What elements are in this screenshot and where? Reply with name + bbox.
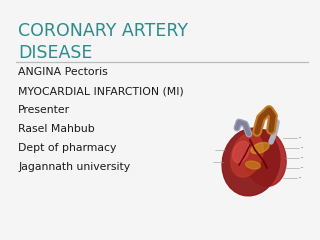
Ellipse shape: [245, 161, 260, 169]
Ellipse shape: [233, 141, 249, 163]
Text: ─: ─: [300, 146, 302, 150]
Text: Dept of pharmacy: Dept of pharmacy: [18, 143, 116, 153]
Text: ─: ─: [298, 176, 300, 180]
Text: ANGINA Pectoris: ANGINA Pectoris: [18, 67, 108, 77]
Text: DISEASE: DISEASE: [18, 44, 92, 62]
Ellipse shape: [222, 128, 280, 196]
Text: ─: ─: [300, 166, 302, 170]
Text: ─: ─: [300, 156, 302, 160]
Text: MYOCARDIAL INFARCTION (MI): MYOCARDIAL INFARCTION (MI): [18, 86, 184, 96]
Text: ─: ─: [298, 136, 300, 140]
Ellipse shape: [251, 143, 269, 154]
Ellipse shape: [231, 133, 263, 177]
Text: CORONARY ARTERY: CORONARY ARTERY: [18, 22, 188, 40]
Text: Presenter: Presenter: [18, 105, 70, 115]
Text: Jagannath university: Jagannath university: [18, 162, 130, 172]
Ellipse shape: [244, 130, 286, 186]
Text: Rasel Mahbub: Rasel Mahbub: [18, 124, 95, 134]
